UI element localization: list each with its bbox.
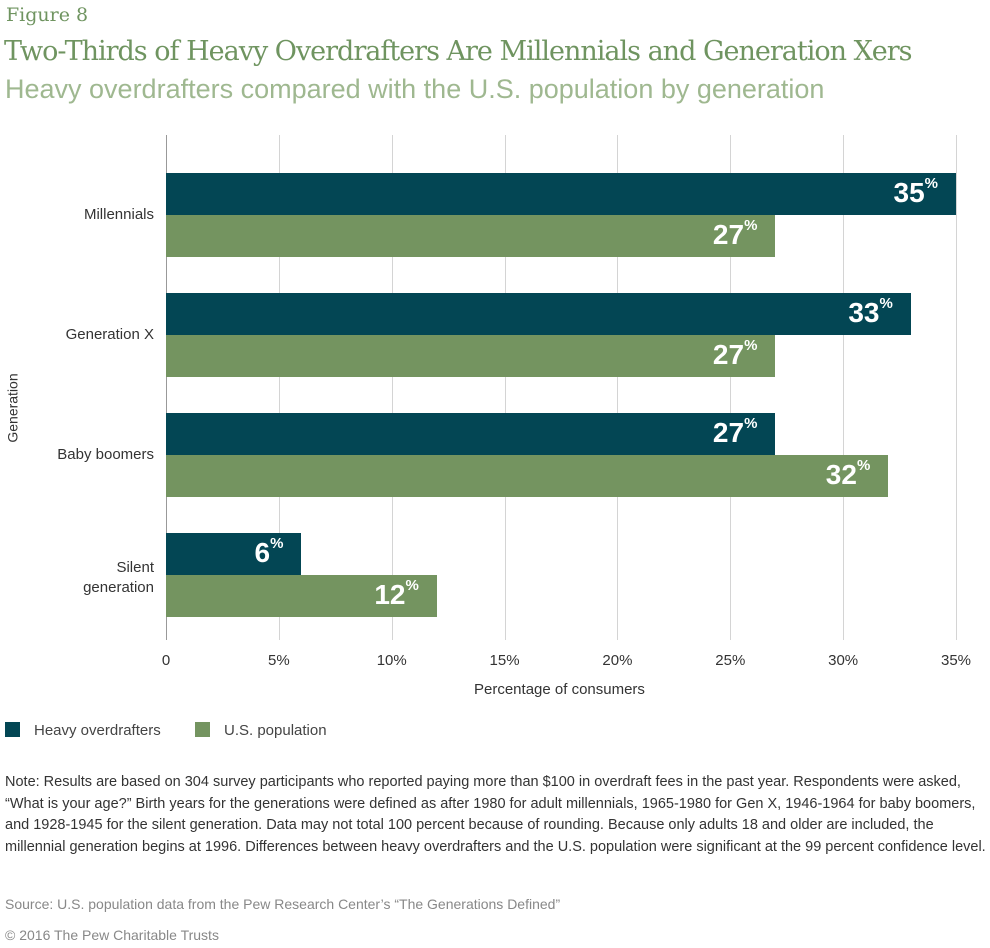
x-tick-label: 0 [161, 652, 171, 669]
note: Note: Results are based on 304 survey pa… [5, 774, 986, 855]
figure-label: Figure 8 [6, 4, 89, 26]
data-label: 27% [712, 337, 758, 370]
data-label: 12% [374, 577, 419, 610]
bar: 27% [166, 335, 776, 377]
x-tick-label: 20% [602, 652, 633, 669]
x-tick-label: 30% [828, 652, 859, 669]
gridline [956, 135, 957, 640]
data-label: 32% [825, 457, 871, 490]
gridline [504, 135, 506, 640]
x-tick-label: 5% [268, 652, 290, 669]
data-label: 6% [254, 535, 284, 568]
gridline [278, 135, 280, 640]
category-label: Silent generation [83, 559, 154, 596]
data-label: 27% [712, 217, 758, 250]
copyright: © 2016 The Pew Charitable Trusts [5, 927, 219, 943]
bar: 35% [166, 173, 956, 215]
bar: 27% [166, 215, 776, 257]
bar: 32% [166, 455, 889, 497]
gridline [843, 135, 845, 640]
category-label: Millennials [83, 206, 154, 223]
gridline [617, 135, 619, 640]
source: Source: U.S. population data from the Pe… [5, 896, 561, 912]
gridline [730, 135, 732, 640]
gridline [391, 135, 393, 640]
bar: 27% [166, 413, 776, 455]
x-tick-label: 35% [940, 652, 972, 669]
legend-label: U.S. population [224, 722, 327, 739]
data-label: 33% [848, 295, 893, 328]
data-label: 27% [712, 415, 758, 448]
gridline [166, 135, 167, 640]
chart-subtitle: Heavy overdrafters compared with the U.S… [5, 74, 825, 104]
bar: 6% [166, 533, 302, 575]
legend-item-heavy: Heavy overdrafters [5, 722, 161, 739]
category-label: Generation X [65, 326, 154, 343]
x-tick-label: 15% [489, 652, 520, 669]
legend-swatch [195, 722, 210, 737]
x-tick-label: 25% [715, 652, 746, 669]
data-label: 35% [893, 175, 939, 208]
bar: 12% [166, 575, 437, 617]
x-axis-label: Percentage of consumers [474, 681, 645, 698]
legend-swatch [5, 722, 20, 737]
chart-title: Two-Thirds of Heavy Overdrafters Are Mil… [4, 36, 913, 67]
x-tick-label: 10% [376, 652, 407, 669]
legend-item-us: U.S. population [195, 722, 327, 739]
category-label: Baby boomers [57, 446, 154, 463]
y-axis-label: Generation [4, 373, 21, 443]
legend-label: Heavy overdrafters [34, 722, 161, 739]
bar: 33% [166, 293, 911, 335]
